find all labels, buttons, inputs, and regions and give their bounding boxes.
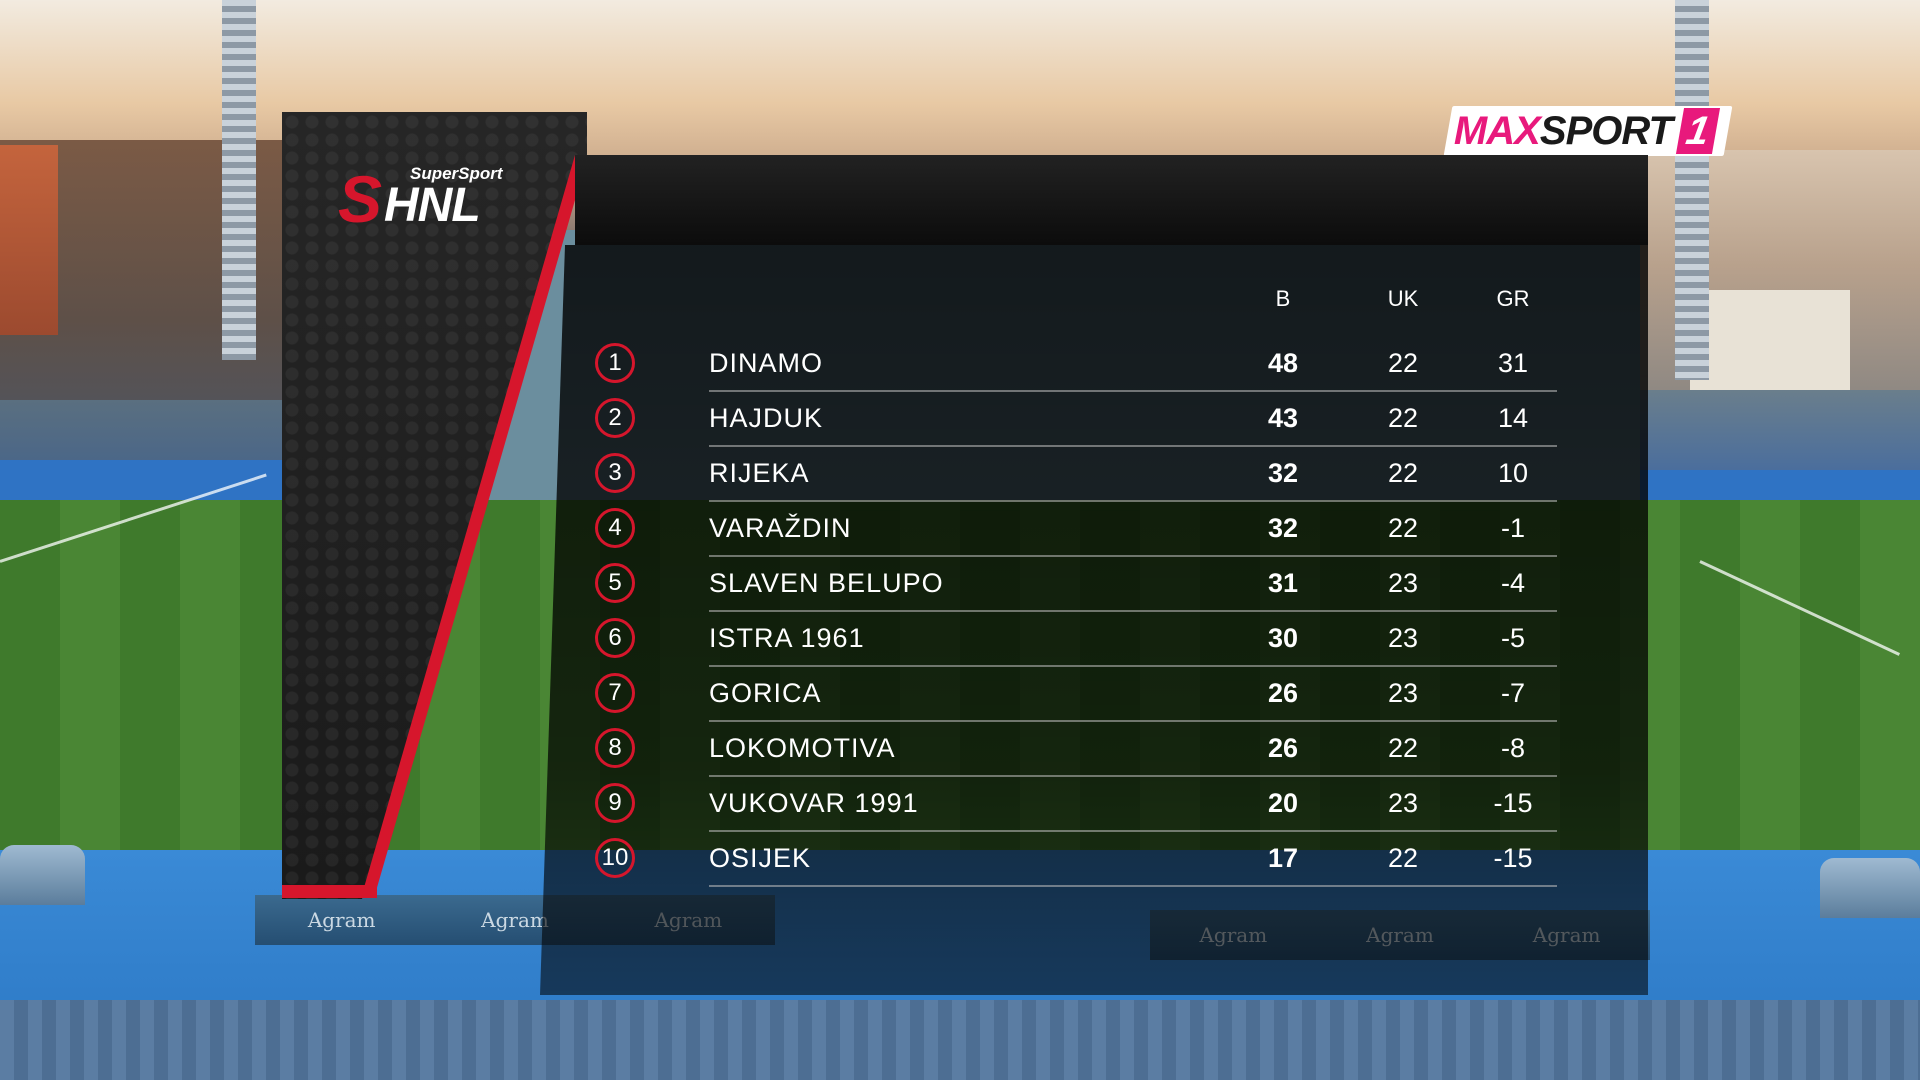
points-value: 32 xyxy=(1267,458,1299,488)
team-name: HAJDUK xyxy=(709,403,824,433)
played-value: 23 xyxy=(1387,568,1419,598)
team-name: VUKOVAR 1991 xyxy=(709,788,919,818)
table-row: 9 VUKOVAR 1991 20 23 -15 xyxy=(595,778,1557,833)
rank-badge: 1 xyxy=(595,343,635,383)
table-row: 8 LOKOMOTIVA 26 22 -8 xyxy=(595,723,1557,778)
row-divider xyxy=(709,445,1557,447)
column-header-played: UK xyxy=(1387,286,1419,311)
goal-diff-value: -8 xyxy=(1500,733,1525,763)
league-logo: S HNL SuperSport xyxy=(338,160,518,240)
points-value: 30 xyxy=(1267,623,1299,653)
points-value: 48 xyxy=(1267,348,1299,378)
row-divider xyxy=(709,555,1557,557)
played-value: 23 xyxy=(1387,623,1419,653)
table-row: 10 OSIJEK 17 22 -15 xyxy=(595,833,1557,888)
goal-diff-value: 14 xyxy=(1497,403,1529,433)
row-divider xyxy=(709,665,1557,667)
points-value: 32 xyxy=(1267,513,1299,543)
goal-diff-value: -1 xyxy=(1500,513,1525,543)
team-name: VARAŽDIN xyxy=(709,513,852,543)
points-value: 43 xyxy=(1267,403,1299,433)
bottom-stand-seats xyxy=(0,1000,1920,1080)
channel-logo-sport: SPORT xyxy=(1539,108,1672,153)
building-left xyxy=(0,145,58,335)
rank-badge: 7 xyxy=(595,673,635,713)
building-right xyxy=(1690,290,1850,390)
table-row: 3 RIJEKA 32 22 10 xyxy=(595,448,1557,503)
column-header-goal-diff: GR xyxy=(1496,286,1530,311)
goal-diff-value: 31 xyxy=(1497,348,1529,378)
row-divider xyxy=(709,830,1557,832)
standings-header-bar xyxy=(575,155,1648,245)
played-value: 23 xyxy=(1387,788,1419,818)
row-divider xyxy=(709,720,1557,722)
points-value: 26 xyxy=(1267,733,1299,763)
rank-badge: 4 xyxy=(595,508,635,548)
team-name: DINAMO xyxy=(709,348,823,378)
row-divider xyxy=(709,390,1557,392)
team-name: LOKOMOTIVA xyxy=(709,733,896,763)
row-divider xyxy=(709,885,1557,887)
table-row: 4 VARAŽDIN 32 22 -1 xyxy=(595,503,1557,558)
goal-diff-value: -4 xyxy=(1500,568,1525,598)
table-row: 5 SLAVEN BELUPO 31 23 -4 xyxy=(595,558,1557,613)
points-value: 31 xyxy=(1267,568,1299,598)
played-value: 22 xyxy=(1387,458,1419,488)
league-logo-letter: S xyxy=(338,162,383,236)
table-row: 1 DINAMO 48 22 31 xyxy=(595,338,1557,393)
rank-badge: 9 xyxy=(595,783,635,823)
row-divider xyxy=(709,500,1557,502)
played-value: 22 xyxy=(1387,843,1419,873)
floodlight-tower-right xyxy=(1675,0,1709,380)
table-row: 2 HAJDUK 43 22 14 xyxy=(595,393,1557,448)
team-name: SLAVEN BELUPO xyxy=(709,568,944,598)
floodlight-tower-left xyxy=(222,0,256,360)
points-value: 20 xyxy=(1267,788,1299,818)
ad-text: Agram xyxy=(481,908,549,932)
table-row: 7 GORICA 26 23 -7 xyxy=(595,668,1557,723)
goal-diff-value: -5 xyxy=(1500,623,1525,653)
channel-logo-max: MAX xyxy=(1454,108,1540,153)
rank-badge: 10 xyxy=(595,838,635,878)
rank-badge: 6 xyxy=(595,618,635,658)
row-divider xyxy=(709,610,1557,612)
team-name: RIJEKA xyxy=(709,458,810,488)
played-value: 22 xyxy=(1387,733,1419,763)
team-name: OSIJEK xyxy=(709,843,812,873)
played-value: 22 xyxy=(1387,348,1419,378)
table-row: 6 ISTRA 1961 30 23 -5 xyxy=(595,613,1557,668)
goal-diff-value: -7 xyxy=(1500,678,1525,708)
league-logo-sponsor: SuperSport xyxy=(410,164,503,183)
team-name: ISTRA 1961 xyxy=(709,623,865,653)
channel-logo-number: 1 xyxy=(1675,108,1721,154)
ad-text: Agram xyxy=(307,908,376,932)
played-value: 22 xyxy=(1387,403,1419,433)
dugout-left xyxy=(0,845,85,905)
points-value: 26 xyxy=(1267,678,1299,708)
row-divider xyxy=(709,775,1557,777)
team-name: GORICA xyxy=(709,678,822,708)
column-header-points: B xyxy=(1275,286,1291,311)
goal-diff-value: -15 xyxy=(1493,843,1533,873)
league-logo-name: HNL xyxy=(384,179,481,232)
goal-diff-value: -15 xyxy=(1493,788,1533,818)
played-value: 23 xyxy=(1387,678,1419,708)
standings-panel xyxy=(540,245,1648,995)
rank-badge: 5 xyxy=(595,563,635,603)
dugout-right xyxy=(1820,858,1920,918)
rank-badge: 3 xyxy=(595,453,635,493)
points-value: 17 xyxy=(1267,843,1299,873)
played-value: 22 xyxy=(1387,513,1419,543)
channel-logo: MAX SPORT 1 xyxy=(1443,106,1733,156)
rank-badge: 2 xyxy=(595,398,635,438)
rank-badge: 8 xyxy=(595,728,635,768)
league-panel-red-base xyxy=(282,885,377,898)
goal-diff-value: 10 xyxy=(1497,458,1529,488)
